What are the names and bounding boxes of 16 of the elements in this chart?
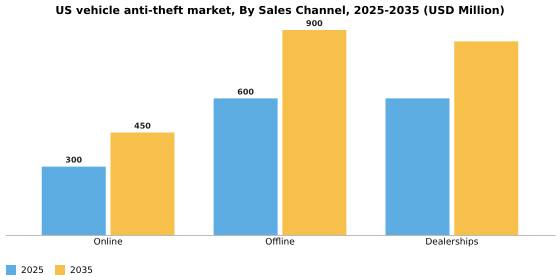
bar xyxy=(386,98,450,235)
data-label: 600 xyxy=(237,87,254,96)
data-label: 900 xyxy=(306,19,324,28)
x-tick-label: Dealerships xyxy=(425,238,479,248)
bar xyxy=(110,132,174,235)
x-tick-label: Offline xyxy=(265,238,296,248)
data-label: 450 xyxy=(134,122,152,130)
bar xyxy=(42,166,106,235)
legend-label: 2035 xyxy=(70,266,93,276)
legend-label: 2025 xyxy=(21,266,44,276)
bar xyxy=(214,98,278,235)
bar xyxy=(282,30,346,235)
x-tick-label: Online xyxy=(94,238,124,248)
data-label: 300 xyxy=(65,156,83,165)
chart-title: US vehicle anti-theft market, By Sales Channel, 2025-2035 (USD Million) xyxy=(55,4,505,17)
bar xyxy=(454,41,518,235)
